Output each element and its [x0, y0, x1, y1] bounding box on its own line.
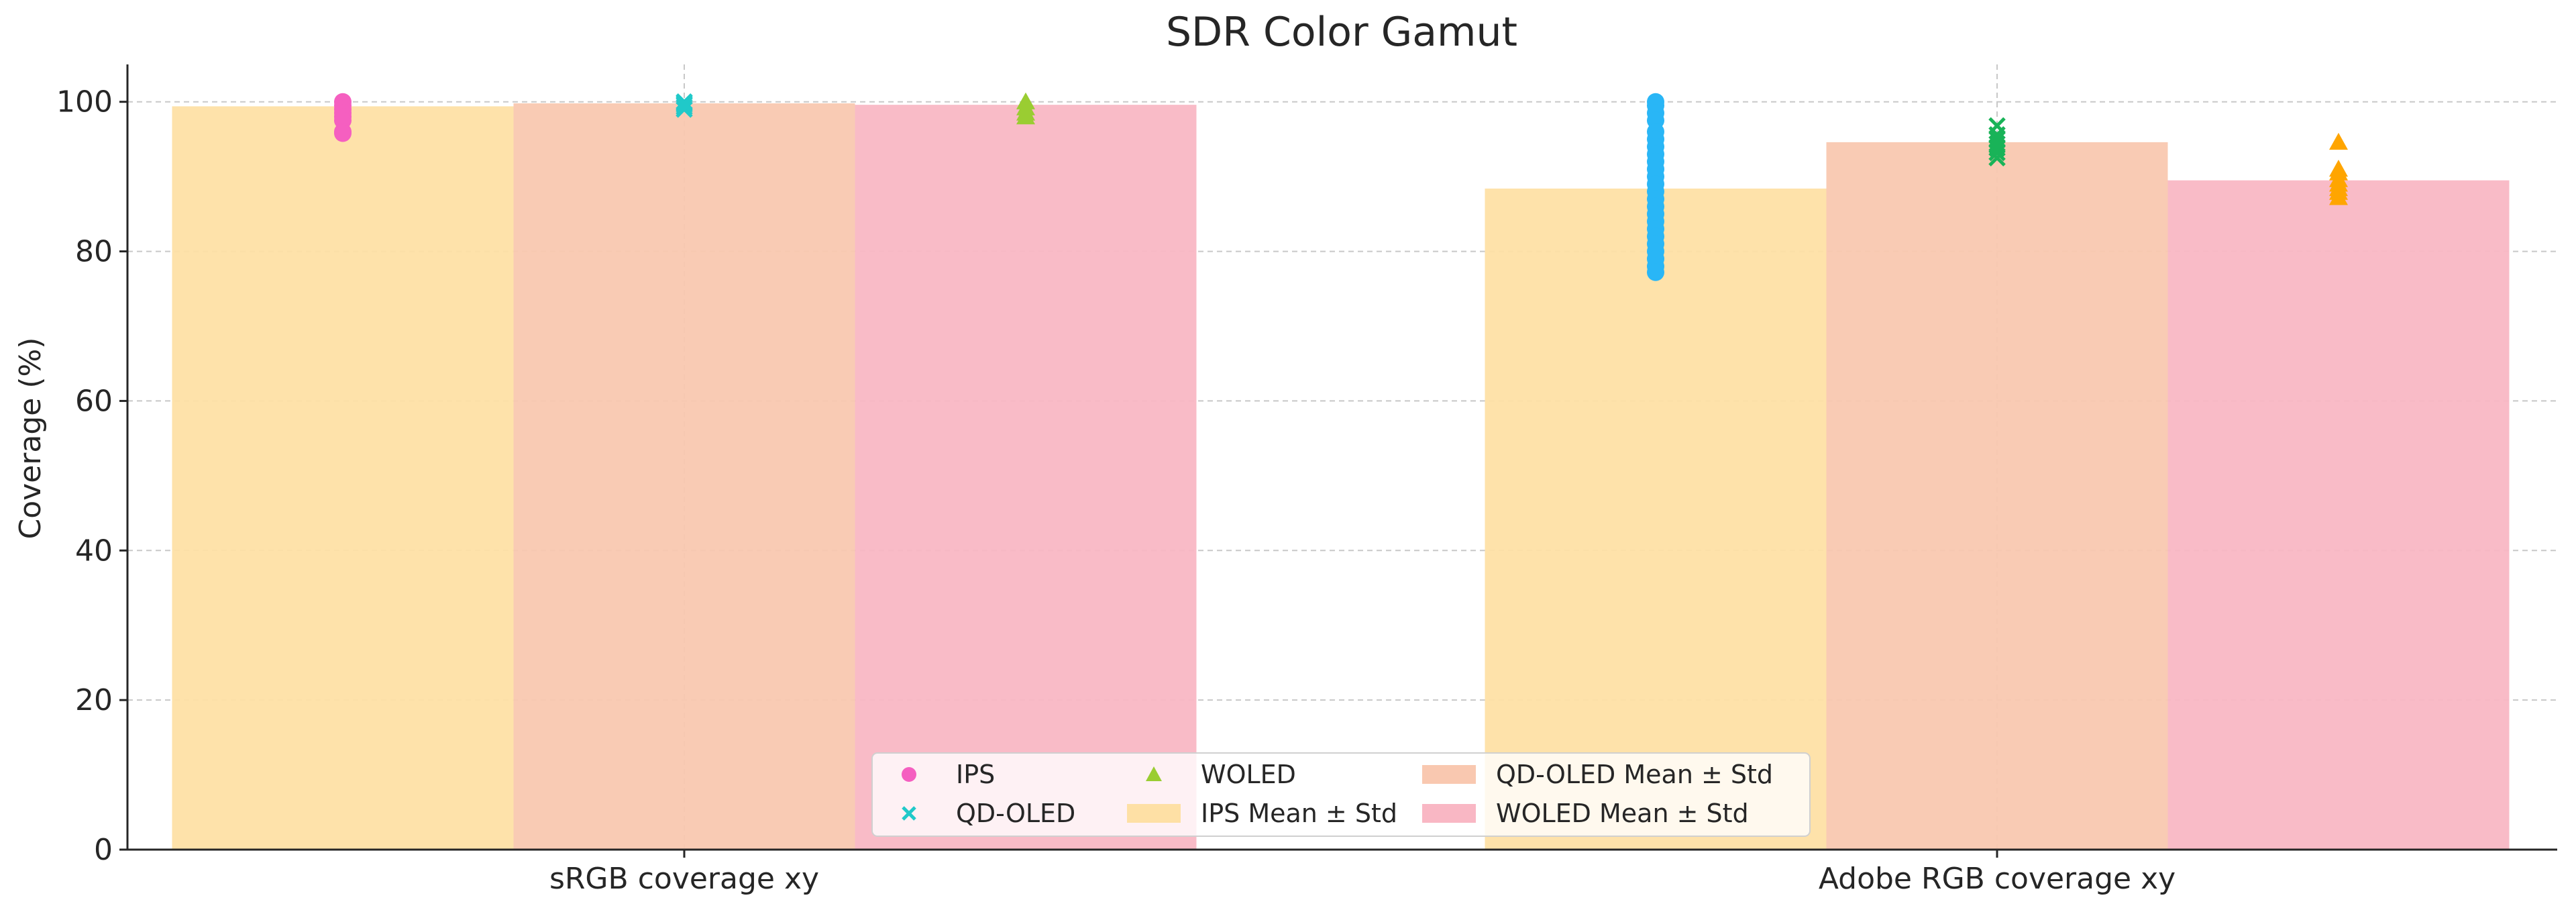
scatter-points — [334, 92, 2348, 281]
scatter-point — [1988, 144, 2006, 162]
scatter-point — [1647, 263, 1664, 281]
scatter-point — [676, 101, 693, 118]
legend-swatch — [1127, 804, 1181, 823]
chart-title: SDR Color Gamut — [1166, 9, 1517, 56]
legend-label: QD-OLED — [956, 799, 1075, 828]
y-tick-label: 100 — [56, 85, 113, 119]
legend-label: WOLED — [1201, 760, 1296, 789]
legend-marker — [902, 767, 916, 782]
bar — [2167, 180, 2510, 850]
bar — [855, 105, 1197, 850]
scatter-point — [1016, 107, 1035, 125]
bars — [172, 103, 2510, 850]
x-tick-label: Adobe RGB coverage xy — [1819, 862, 2176, 896]
y-tick-label: 20 — [75, 683, 113, 717]
legend: IPS QD-OLED WOLED IPS Mean ± Std QD-OLED Mea… — [871, 752, 1811, 837]
x-tick-label: sRGB coverage xy — [549, 862, 819, 896]
legend-label: IPS — [956, 760, 995, 789]
y-tick-label: 80 — [75, 235, 113, 269]
bar — [513, 103, 855, 850]
y-axis-label: Coverage (%) — [13, 338, 48, 540]
legend-label: QD-OLED Mean ± Std — [1496, 760, 1773, 789]
legend-marker — [1146, 766, 1162, 781]
legend-marker — [902, 806, 916, 821]
scatter-point — [2329, 188, 2348, 205]
y-tick-label: 60 — [75, 384, 113, 418]
y-tick-label: 40 — [75, 534, 113, 568]
scatter-point — [2329, 132, 2348, 150]
scatter-point — [334, 124, 352, 142]
y-tick-label: 0 — [94, 833, 113, 867]
legend-swatch — [1422, 804, 1476, 823]
axes: 0 20 40 60 80 100 sRGB coverage xy Adobe RGB co… — [56, 64, 2557, 896]
legend-swatch — [1422, 765, 1476, 784]
bar — [1485, 188, 1827, 850]
legend-box — [871, 752, 1811, 837]
bar — [172, 106, 514, 850]
legend-label: WOLED Mean ± Std — [1496, 799, 1749, 828]
scatter-point — [1988, 149, 2006, 167]
bar — [1826, 142, 2168, 850]
legend-label: IPS Mean ± Std — [1201, 799, 1397, 828]
